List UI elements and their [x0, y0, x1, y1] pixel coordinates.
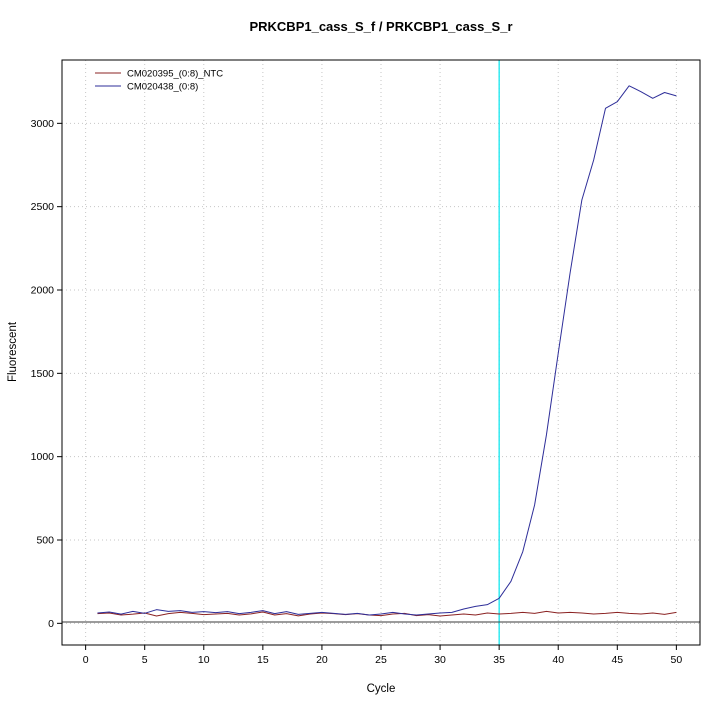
legend: CM020395_(0:8)_NTC CM020438_(0:8) [95, 69, 223, 93]
x-tick-label: 10 [198, 654, 210, 666]
y-tick-label: 1500 [31, 368, 55, 380]
x-tick-label: 35 [493, 654, 505, 666]
x-tick-label: 15 [257, 654, 269, 666]
y-axis-label: Fluorescent [7, 321, 19, 382]
x-tick-label: 20 [316, 654, 328, 666]
x-tick-label: 30 [434, 654, 446, 666]
series-line-1 [97, 85, 677, 616]
legend-label-ntc: CM020395_(0:8)_NTC [127, 69, 223, 80]
series-line-0 [97, 610, 677, 617]
y-tick-label: 2000 [31, 285, 55, 297]
x-tick-label: 45 [611, 654, 623, 666]
x-tick-label: 25 [375, 654, 387, 666]
y-tick-label: 3000 [31, 118, 55, 130]
y-tick-label: 1000 [31, 451, 55, 463]
x-tick-label: 40 [552, 654, 564, 666]
chart-title: PRKCBP1_cass_S_f / PRKCBP1_cass_S_r [249, 19, 512, 34]
y-tick-label: 0 [48, 618, 54, 630]
legend-label-sample: CM020438_(0:8) [127, 82, 198, 93]
x-axis-label: Cycle [367, 683, 396, 695]
y-tick-label: 2500 [31, 201, 55, 213]
y-tick-label: 500 [36, 535, 54, 547]
x-tick-label: 50 [671, 654, 683, 666]
x-tick-label: 0 [83, 654, 89, 666]
chart-auto-layer: 0 5 10 15 20 25 30 35 40 45 5005001000150020002500… [31, 59, 701, 666]
x-tick-label: 5 [142, 654, 148, 666]
